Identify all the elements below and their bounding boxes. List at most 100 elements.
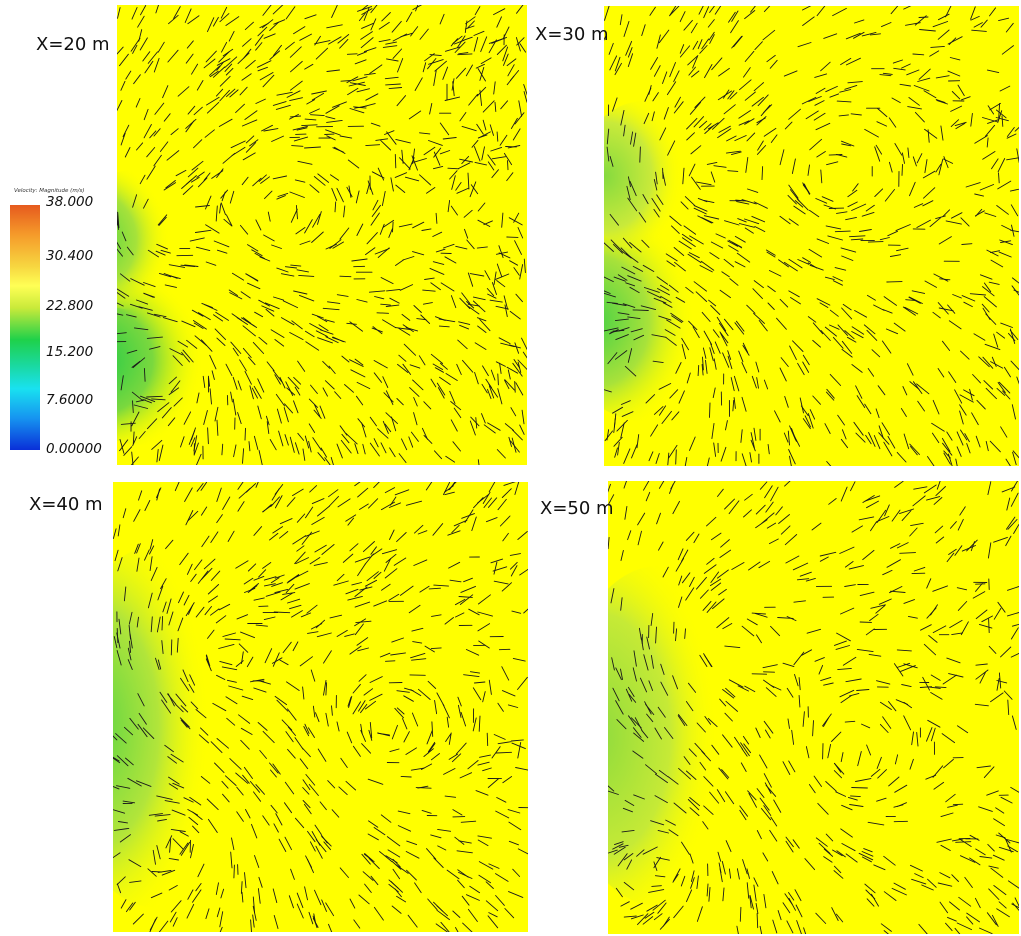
velocity-vector — [957, 518, 964, 531]
velocity-vector — [205, 261, 217, 266]
velocity-vector — [263, 33, 276, 39]
velocity-vector — [336, 187, 344, 203]
velocity-vector — [850, 238, 864, 241]
velocity-vector — [329, 174, 340, 181]
velocity-vector — [467, 908, 478, 922]
velocity-vector — [116, 632, 121, 649]
velocity-vector — [943, 452, 951, 465]
velocity-vector — [401, 438, 408, 451]
velocity-vector — [903, 433, 910, 450]
velocity-vector — [317, 452, 326, 462]
velocity-vector — [359, 586, 373, 591]
velocity-vector — [682, 167, 685, 185]
velocity-vector — [228, 685, 244, 691]
velocity-vector — [373, 482, 380, 489]
velocity-vector — [751, 612, 766, 615]
velocity-vector — [809, 409, 816, 420]
velocity-vector — [832, 276, 843, 282]
velocity-vector — [210, 741, 223, 754]
velocity-vector — [452, 809, 463, 816]
velocity-vector — [153, 57, 160, 73]
velocity-vector — [314, 35, 321, 46]
velocity-vector — [205, 224, 220, 234]
velocity-vector — [456, 187, 470, 194]
velocity-vector — [373, 372, 383, 383]
velocity-vector — [623, 915, 637, 918]
velocity-vector — [849, 235, 866, 238]
velocity-vector — [344, 633, 355, 637]
velocity-vector — [340, 439, 352, 454]
velocity-vector — [113, 756, 120, 762]
velocity-vector — [1011, 277, 1019, 284]
velocity-vector — [396, 532, 407, 543]
velocity-vector — [188, 683, 195, 693]
velocity-vector — [180, 677, 190, 692]
velocity-vector — [833, 870, 844, 879]
velocity-vector — [170, 380, 181, 393]
velocity-vector — [661, 410, 672, 424]
velocity-vector — [963, 389, 975, 397]
velocity-vector — [487, 497, 498, 508]
velocity-vector — [411, 155, 418, 171]
velocity-vector — [433, 857, 444, 868]
velocity-vector — [823, 717, 830, 727]
velocity-vector — [512, 868, 521, 877]
velocity-vector — [248, 356, 256, 366]
velocity-vector — [650, 424, 659, 437]
velocity-vector — [292, 535, 307, 545]
velocity-vector — [458, 321, 471, 325]
velocity-vector — [274, 695, 288, 706]
velocity-vector — [222, 793, 230, 803]
velocity-vector — [863, 324, 876, 335]
velocity-vector — [444, 617, 454, 625]
velocity-field-plot — [117, 5, 527, 465]
velocity-vector — [510, 117, 518, 129]
velocity-vector — [370, 122, 381, 127]
velocity-vector — [435, 923, 449, 932]
velocity-vector — [664, 727, 674, 739]
velocity-vector — [684, 196, 696, 207]
velocity-vector — [689, 436, 696, 451]
velocity-vector — [125, 70, 132, 80]
velocity-vector — [706, 601, 717, 613]
velocity-vector — [811, 522, 822, 531]
velocity-vector — [231, 272, 245, 281]
velocity-vector — [175, 703, 184, 713]
velocity-vector — [949, 521, 957, 529]
velocity-vector — [693, 205, 708, 212]
velocity-vector — [616, 719, 627, 730]
velocity-vector — [709, 347, 714, 362]
velocity-vector — [155, 250, 166, 256]
velocity-vector — [703, 123, 712, 131]
velocity-vector — [833, 640, 847, 646]
velocity-vector — [294, 817, 305, 829]
velocity-vector — [180, 436, 185, 448]
velocity-vector — [287, 598, 301, 604]
velocity-vector — [867, 241, 884, 243]
velocity-vector — [697, 39, 703, 50]
velocity-vector — [355, 395, 364, 406]
velocity-vector — [700, 260, 715, 271]
velocity-vector — [728, 679, 744, 688]
velocity-vector — [510, 440, 520, 453]
velocity-vector — [493, 580, 509, 585]
velocity-vector — [983, 282, 992, 293]
velocity-vector — [630, 914, 644, 920]
velocity-vector — [433, 584, 449, 587]
velocity-vector — [816, 151, 826, 158]
velocity-vector — [709, 578, 722, 587]
velocity-vector — [824, 326, 837, 337]
velocity-vector — [766, 54, 776, 63]
velocity-vector — [523, 608, 528, 614]
velocity-vector — [935, 215, 946, 220]
velocity-vector — [657, 706, 666, 718]
velocity-vector — [699, 761, 707, 771]
velocity-vector — [269, 21, 280, 31]
velocity-vector — [1001, 45, 1014, 55]
velocity-vector — [692, 326, 700, 339]
velocity-vector — [808, 209, 820, 218]
velocity-vector — [136, 142, 144, 151]
velocity-vector — [454, 598, 466, 606]
velocity-vector — [138, 712, 147, 725]
velocity-vector — [324, 319, 335, 323]
